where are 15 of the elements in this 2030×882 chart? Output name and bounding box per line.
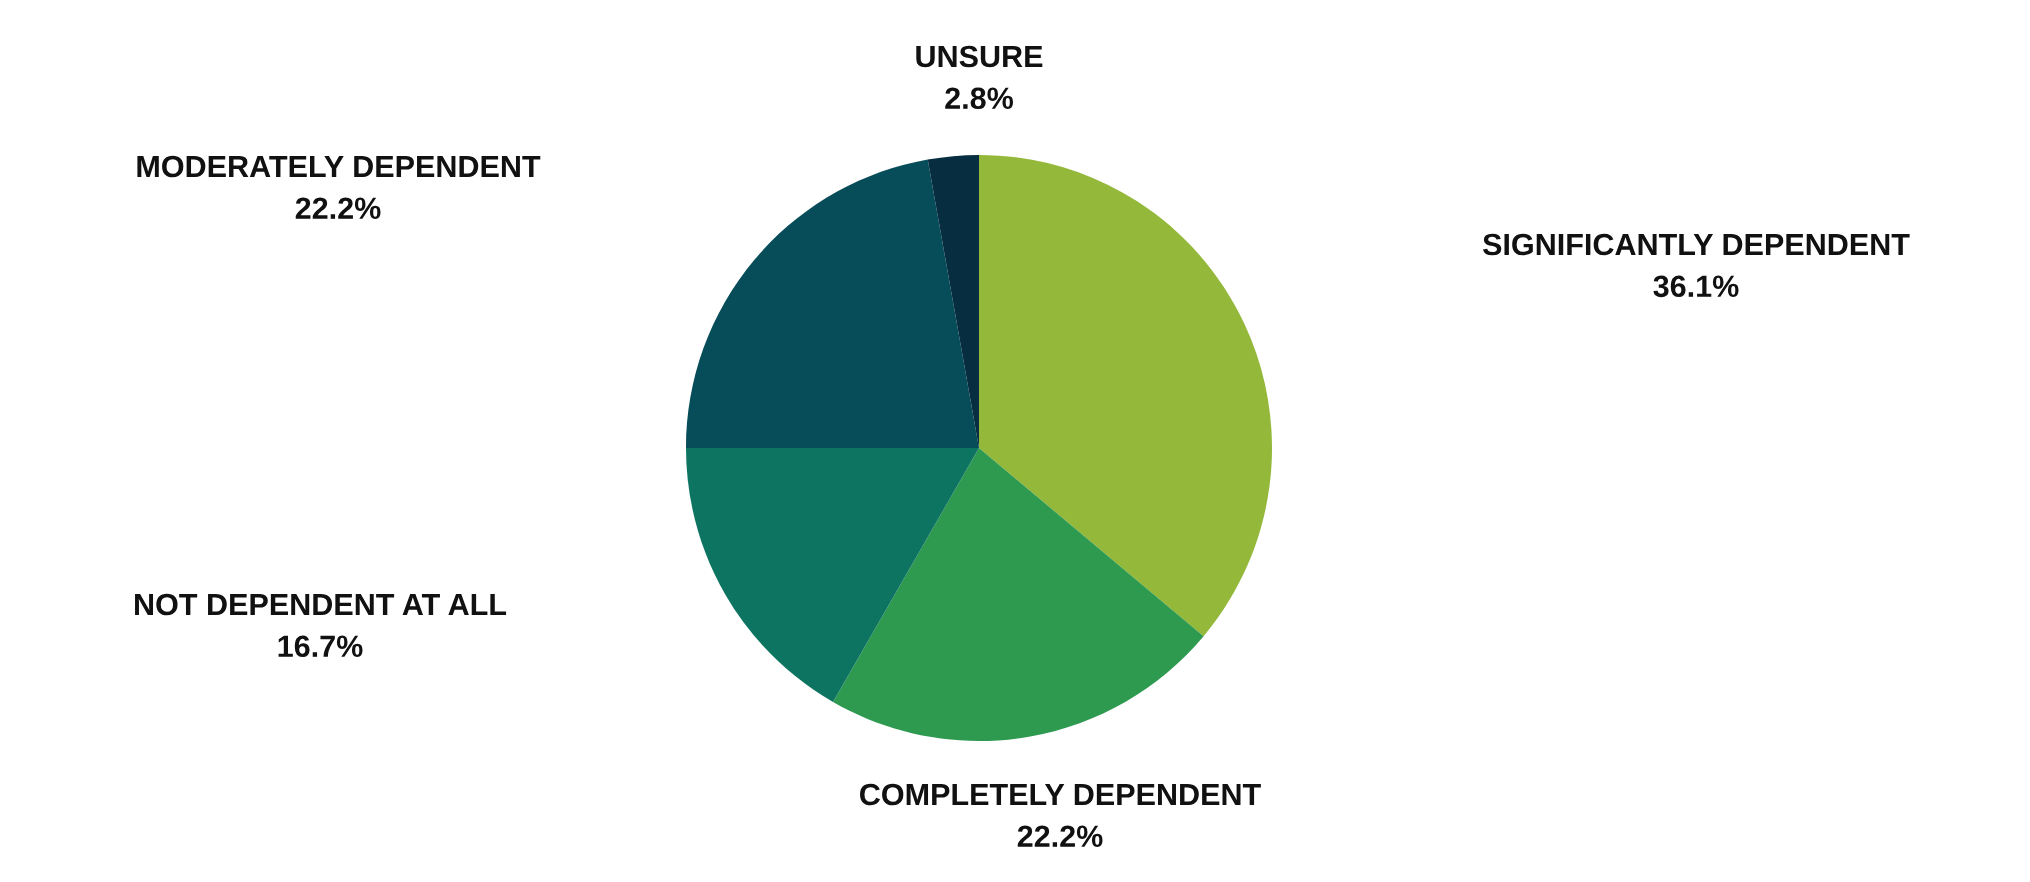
pie-slice [979, 155, 1272, 637]
data-label: 36.1% [1653, 275, 1739, 298]
slice-label: COMPLETELY DEPENDENT [860, 783, 1261, 806]
data-label: 16.7% [278, 635, 363, 658]
data-label: 22.2% [295, 197, 381, 220]
data-label: 22.2% [1017, 825, 1103, 848]
slice-label: UNSURE [916, 45, 1043, 68]
pie-slice [686, 159, 979, 448]
slice-label: NOT DEPENDENT AT ALL [135, 593, 507, 616]
pie-slice [927, 155, 979, 448]
pie-slice [833, 448, 1204, 741]
slice-label: SIGNIFICANTLY DEPENDENT [1482, 233, 1910, 256]
pie-slice [686, 448, 979, 703]
data-label: 2.8% [945, 87, 1014, 110]
slice-label: MODERATELY DEPENDENT [137, 155, 541, 178]
